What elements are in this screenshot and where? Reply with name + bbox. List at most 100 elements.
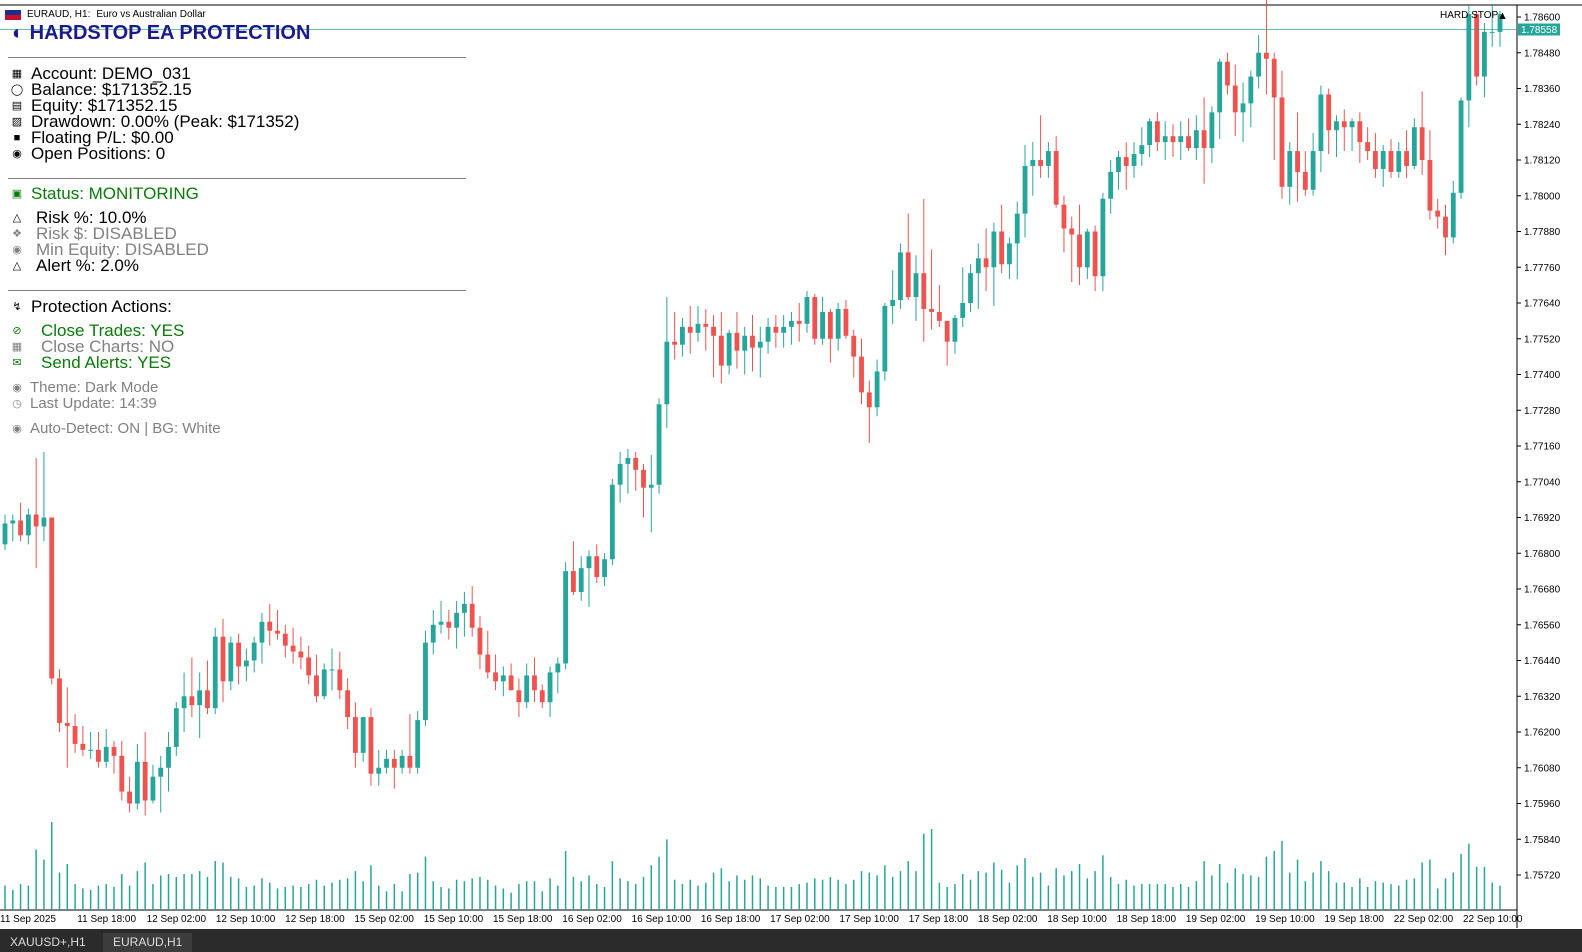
candle-body xyxy=(1077,234,1082,268)
y-tick-label: 1.78000 xyxy=(1524,191,1561,202)
y-tick-label: 1.76200 xyxy=(1524,728,1561,739)
x-tick-label: 16 Sep 10:00 xyxy=(632,914,692,925)
tab-euraud[interactable]: EURAUD,H1 xyxy=(103,933,193,952)
candle-body xyxy=(1497,14,1503,32)
x-tick-label: 17 Sep 02:00 xyxy=(770,914,830,925)
candle-body xyxy=(1404,151,1409,166)
y-tick-label: 1.77280 xyxy=(1524,406,1561,417)
candle-body xyxy=(960,303,966,318)
candle-body xyxy=(64,723,70,727)
candle-body xyxy=(1084,231,1090,268)
chart-header: EURAUD, H1: Euro vs Australian Dollar xyxy=(5,9,206,20)
x-tick-label: 12 Sep 02:00 xyxy=(147,914,207,925)
candle-body xyxy=(1279,97,1285,187)
divider xyxy=(8,290,466,291)
candle-body xyxy=(345,690,351,718)
candle-body xyxy=(1178,136,1184,143)
candle-body xyxy=(570,571,576,592)
candle-body xyxy=(602,559,607,578)
candle-body xyxy=(609,484,615,560)
candle-body xyxy=(205,690,210,709)
x-tick-label: 15 Sep 02:00 xyxy=(354,914,414,925)
tab-xauusd[interactable]: XAUUSD+,H1 xyxy=(10,935,86,949)
candle-body xyxy=(243,660,249,667)
candle-body xyxy=(680,326,685,345)
candle-body xyxy=(1349,121,1355,128)
candle-body xyxy=(1380,151,1386,169)
candle-body xyxy=(890,300,896,306)
candle-body xyxy=(500,675,506,682)
candle-body xyxy=(929,308,935,312)
candle-body xyxy=(1271,58,1277,98)
candle-body xyxy=(944,320,950,342)
candle-body xyxy=(1030,160,1036,166)
candle-body xyxy=(1256,52,1262,77)
candle-body xyxy=(1310,151,1316,190)
candle-body xyxy=(1061,204,1067,229)
symbol-name: Euro vs Australian Dollar xyxy=(96,9,206,20)
candle-body xyxy=(469,603,475,628)
trend-icon: ■ xyxy=(13,132,21,144)
candle-body xyxy=(1435,210,1441,217)
risk-percent-row: △ Risk %: 10.0% xyxy=(10,209,147,226)
candle-body xyxy=(991,231,997,268)
y-tick-label: 1.78120 xyxy=(1524,156,1561,167)
y-tick-label: 1.76560 xyxy=(1524,620,1561,631)
candle-body xyxy=(1295,151,1300,172)
theme-row: ◉ Theme: Dark Mode xyxy=(10,380,158,396)
candle-body xyxy=(804,297,810,324)
candle-body xyxy=(41,517,47,527)
warning-icon: △ xyxy=(12,212,22,224)
x-tick-label: 19 Sep 18:00 xyxy=(1324,914,1384,925)
candle-body xyxy=(1489,31,1495,33)
candle-body xyxy=(773,326,779,333)
candle-body xyxy=(368,717,374,774)
target-icon: ◉ xyxy=(12,148,22,160)
candle-body xyxy=(1240,103,1246,113)
candle-body xyxy=(975,258,981,274)
candle-body xyxy=(251,642,257,661)
last-update-row: ◷ Last Update: 14:39 xyxy=(10,396,157,412)
candle-body xyxy=(57,678,62,724)
candle-body xyxy=(376,767,382,774)
x-tick-label: 11 Sep 2025 xyxy=(0,914,56,925)
candle-body xyxy=(1100,198,1106,277)
x-tick-label: 22 Sep 10:00 xyxy=(1463,914,1523,925)
candle-body xyxy=(306,657,312,676)
candle-body xyxy=(617,463,623,485)
alarm-clock-icon: ◷ xyxy=(12,398,22,410)
candle-body xyxy=(10,520,16,524)
candle-body xyxy=(314,675,319,697)
y-tick-label: 1.77160 xyxy=(1524,442,1561,453)
candle-body xyxy=(96,749,101,762)
x-tick-label: 22 Sep 02:00 xyxy=(1394,914,1454,925)
divider xyxy=(8,57,466,58)
candle-body xyxy=(321,669,327,697)
candle-body xyxy=(578,568,584,592)
candle-body xyxy=(25,514,31,536)
auto-detect-row: ◉ Auto-Detect: ON | BG: White xyxy=(10,421,220,437)
y-tick-label: 1.77040 xyxy=(1524,477,1561,488)
x-tick-label: 18 Sep 10:00 xyxy=(1047,914,1107,925)
x-tick-label: 19 Sep 02:00 xyxy=(1186,914,1246,925)
candle-body xyxy=(103,746,109,762)
bell-icon: △ xyxy=(12,260,22,272)
candle-body xyxy=(80,743,86,750)
candle-body xyxy=(1162,136,1168,143)
candle-body xyxy=(329,669,335,671)
candle-body xyxy=(1474,14,1480,77)
y-tick-label: 1.77640 xyxy=(1524,299,1561,310)
y-tick-label: 1.78480 xyxy=(1524,48,1561,59)
candle-body xyxy=(1147,121,1153,146)
candle-body xyxy=(18,520,23,536)
hardstop-tag: HARD STOP xyxy=(1440,10,1499,21)
x-tick-label: 15 Sep 18:00 xyxy=(493,914,553,925)
candle-body xyxy=(563,571,569,664)
candle-body xyxy=(1232,85,1238,113)
candle-body xyxy=(711,326,716,336)
candle-body xyxy=(197,690,203,706)
x-tick-label: 12 Sep 10:00 xyxy=(216,914,276,925)
current-price-line: 1.78558 xyxy=(0,23,1560,36)
candle-body xyxy=(158,767,164,777)
